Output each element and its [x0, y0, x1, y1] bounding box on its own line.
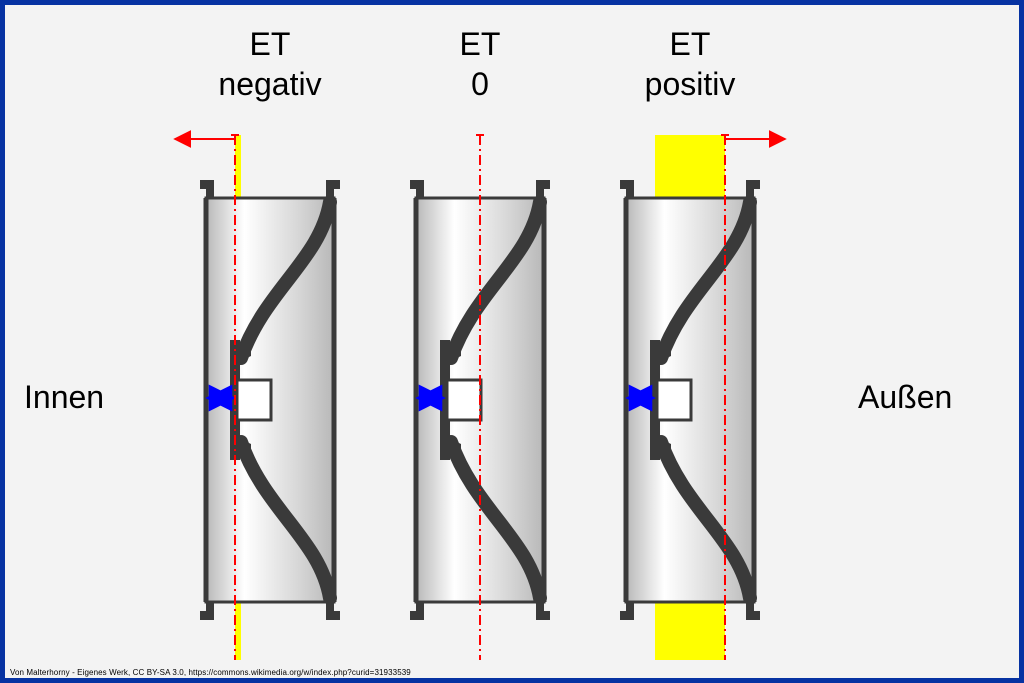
- attribution-text: Von Malterhorny - Eigenes Werk, CC BY-SA…: [10, 668, 411, 677]
- col-title-2: 0: [471, 66, 489, 102]
- col-title-2: positiv: [645, 66, 736, 102]
- col-title-1: ET: [670, 26, 711, 62]
- col-title-1: ET: [250, 26, 291, 62]
- col-title-1: ET: [460, 26, 501, 62]
- diagram-frame: Innen Außen ET negativ ET 0 ET positiv Von Malt…: [0, 0, 1024, 683]
- col-title-2: negativ: [218, 66, 321, 102]
- label-innen: Innen: [24, 379, 104, 415]
- diagram-svg: Innen Außen ET negativ ET 0 ET positiv: [0, 0, 1024, 683]
- label-aussen: Außen: [858, 379, 952, 415]
